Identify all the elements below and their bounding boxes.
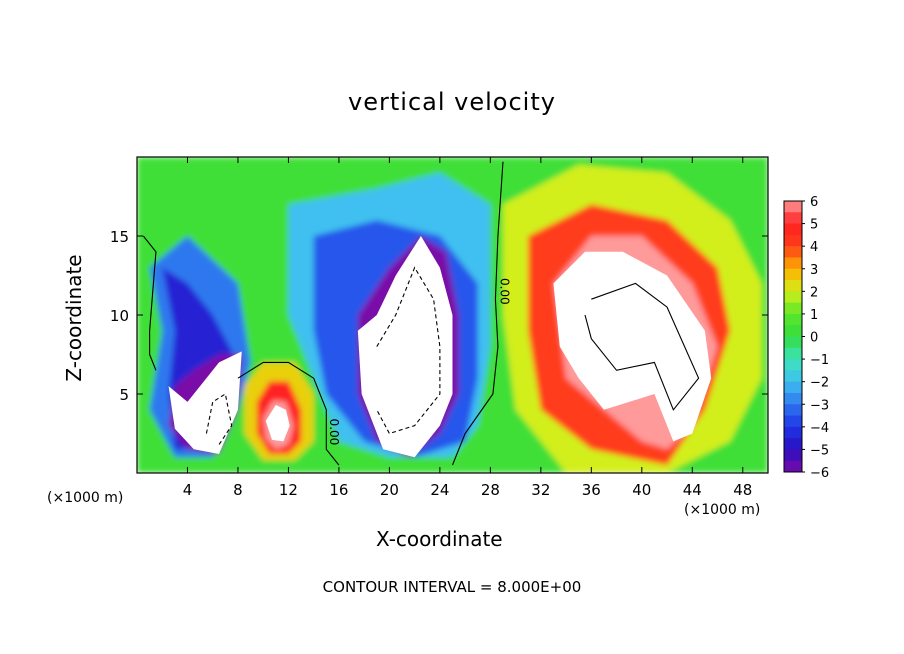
colorbar-tick-label: −3	[810, 398, 829, 413]
colorbar-segment	[784, 212, 802, 225]
colorbar: 6 5 4 3 2 1 0 −1 −2 −3 −4 −5 −6	[783, 195, 829, 481]
contour-line	[142, 235, 157, 371]
colorbar-tick-label: −1	[810, 353, 829, 368]
colorbar-segment	[784, 325, 802, 337]
contour-line	[451, 161, 504, 466]
saturated-core	[265, 405, 290, 442]
colorbar-tick-label: −4	[810, 421, 829, 436]
colorbar-segment	[784, 280, 802, 292]
colorbar-segment	[784, 246, 802, 258]
contour-interval-note: CONTOUR INTERVAL = 8.000E+00	[322, 578, 582, 596]
y-tick-label: 15	[110, 228, 129, 246]
x-tick-label: 12	[279, 481, 298, 499]
colorbar-segment	[784, 234, 802, 247]
colorbar-tick-label: 4	[810, 240, 818, 255]
colorbar-segment	[784, 302, 802, 315]
x-tick-label: 44	[683, 481, 702, 499]
colorbar-segment	[784, 381, 802, 394]
colorbar-segment	[784, 223, 802, 236]
x-unit-label: (×1000 m)	[47, 490, 124, 506]
contour-label: 0.00	[327, 419, 341, 446]
colorbar-tick-label: 3	[810, 263, 818, 278]
x-tick-label: 40	[632, 481, 651, 499]
contour-lines: 0.00 0.00	[142, 161, 700, 466]
colorbar-segment	[784, 438, 802, 450]
colorbar-tick-label: −6	[810, 466, 829, 481]
x-tick-label: 4	[183, 481, 193, 499]
colorbar-tick-label: 1	[810, 308, 818, 323]
contour-line	[237, 361, 340, 466]
colorbar-tick-label: 0	[810, 331, 818, 346]
colorbar-segment	[784, 347, 802, 360]
x-tick-label: 16	[329, 481, 348, 499]
colorbar-segment	[784, 415, 802, 428]
colorbar-segment	[784, 268, 802, 281]
colorbar-segment	[784, 392, 802, 405]
x-axis-label: X-coordinate	[376, 527, 503, 551]
colorbar-segment	[784, 291, 802, 304]
colorbar-segment	[784, 201, 802, 213]
colorbar-segment	[784, 426, 802, 439]
y-tick-label: 10	[110, 307, 129, 325]
x-tick-label: 32	[531, 481, 550, 499]
contour-line	[584, 282, 700, 411]
x-tick-label: 48	[733, 481, 752, 499]
saturated-core	[168, 351, 242, 455]
colorbar-tick-label: 2	[810, 285, 818, 300]
colorbar-segment	[784, 257, 802, 270]
colorbar-segment	[784, 404, 802, 417]
contour-line-negative	[205, 393, 233, 445]
x-tick-label: 28	[481, 481, 500, 499]
colorbar-tick-label: 5	[810, 218, 818, 233]
y-tick-label: 5	[119, 386, 129, 404]
colorbar-segment	[784, 313, 802, 326]
x-tick-label: 24	[430, 481, 449, 499]
x-tick-label: 36	[582, 481, 601, 499]
colorbar-segment	[784, 449, 802, 462]
x-tick-label: 20	[380, 481, 399, 499]
colorbar-tick-label: 6	[810, 195, 818, 210]
x-tick-label: 8	[233, 481, 243, 499]
colorbar-segment	[784, 336, 802, 349]
contour-label: 0.00	[497, 278, 511, 305]
colorbar-segment	[784, 370, 802, 383]
chart-title: vertical velocity	[348, 88, 556, 116]
colorbar-segment	[784, 359, 802, 371]
colorbar-segment	[784, 460, 802, 473]
y-axis-label: Z-coordinate	[62, 254, 86, 382]
x-unit-label-right: (×1000 m)	[684, 502, 761, 518]
colorbar-tick-label: −5	[810, 443, 829, 458]
colorbar-tick-label: −2	[810, 376, 829, 391]
